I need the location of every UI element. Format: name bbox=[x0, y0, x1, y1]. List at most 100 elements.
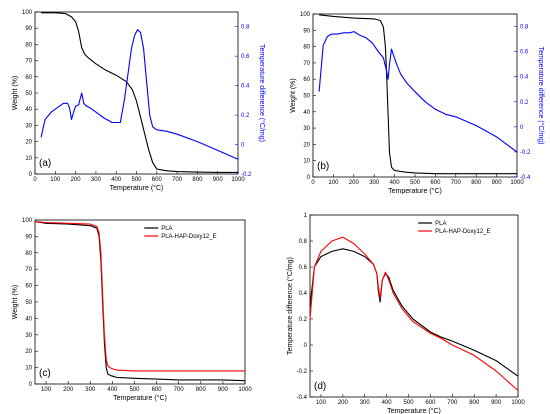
x-tick-label: 700 bbox=[174, 387, 185, 393]
x-tick-label: 600 bbox=[430, 180, 441, 186]
y-tick-label: 40 bbox=[25, 107, 32, 113]
y-tick-label: 30 bbox=[303, 126, 310, 132]
y-tick-label: 0.2 bbox=[299, 317, 308, 323]
y-tick-label: 100 bbox=[22, 10, 33, 16]
series-line-pla-hap-doxy12-e bbox=[34, 221, 245, 372]
x-tick-label: 500 bbox=[410, 180, 421, 186]
y-tick-label: 0 bbox=[307, 175, 311, 181]
y-tick-label: 40 bbox=[25, 316, 32, 322]
x-tick-label: 700 bbox=[172, 177, 183, 183]
series-line-tg bbox=[319, 14, 517, 175]
y-tick-label: 10 bbox=[25, 156, 32, 162]
y-tick-label: 40 bbox=[303, 110, 310, 116]
x-tick-label: 800 bbox=[469, 400, 480, 406]
panel-label: (a) bbox=[39, 158, 51, 169]
y2-tick-label: 0 bbox=[520, 125, 524, 131]
y-tick-label: 0 bbox=[304, 343, 308, 349]
plot-frame bbox=[309, 214, 519, 398]
x-tick-label: 300 bbox=[369, 180, 380, 186]
y-tick-label: 70 bbox=[25, 59, 32, 65]
x-tick-label: 800 bbox=[471, 180, 482, 186]
y2-axis-label: Temperature difference (°C/mg) bbox=[537, 47, 545, 145]
x-tick-label: 200 bbox=[349, 180, 360, 186]
x-tick-label: 300 bbox=[91, 177, 102, 183]
panel-d: 100 200 300 400 500 600 700 800 900 1000 -0.4 -0.2 0… bbox=[286, 213, 525, 414]
x-tick-label: 0 bbox=[311, 180, 315, 186]
x-tick-label: 400 bbox=[107, 387, 118, 393]
y-tick-label: 10 bbox=[25, 366, 32, 372]
plot-frame bbox=[34, 219, 246, 385]
x-tick-label: 700 bbox=[451, 180, 462, 186]
y-tick-label: 60 bbox=[25, 75, 32, 81]
y-tick-label: -0.4 bbox=[297, 395, 308, 401]
x-tick-label: 100 bbox=[41, 387, 52, 393]
legend-label: PLA-HAP-Doxy12_E bbox=[435, 229, 490, 235]
y2-tick-label: -0.2 bbox=[241, 172, 252, 178]
x-tick-label: 600 bbox=[152, 387, 163, 393]
x-tick-label: 100 bbox=[316, 400, 327, 406]
y-tick-label: 70 bbox=[25, 267, 32, 273]
legend-label: PLA-HAP-Doxy12_E bbox=[161, 234, 216, 240]
x-axis-label: Temperature (°C) bbox=[387, 407, 441, 414]
x-tick-label: 600 bbox=[152, 177, 163, 183]
y-axis-label: Temperature difference (°C/mg) bbox=[286, 257, 294, 355]
panel-label: (c) bbox=[39, 368, 51, 379]
x-tick-label: 600 bbox=[425, 400, 436, 406]
y2-tick-label: -0.4 bbox=[520, 175, 531, 181]
y2-tick-label: 0.2 bbox=[241, 113, 250, 119]
y-tick-label: 60 bbox=[303, 77, 310, 83]
x-axis-label: Temperature (°C) bbox=[113, 394, 167, 402]
legend-label: PLA bbox=[161, 226, 172, 232]
y-tick-label: 100 bbox=[300, 12, 311, 18]
x-tick-label: 0 bbox=[33, 177, 37, 183]
x-tick-label: 200 bbox=[63, 387, 74, 393]
x-tick-label: 200 bbox=[71, 177, 82, 183]
series-line-pla bbox=[309, 248, 519, 377]
y-axis-label: Weight (%) bbox=[290, 78, 297, 113]
y-tick-label: 80 bbox=[25, 251, 32, 257]
x-tick-label: 400 bbox=[390, 180, 401, 186]
series-line-pla-hap-doxy12-e bbox=[309, 236, 519, 391]
x-tick-label: 300 bbox=[85, 387, 96, 393]
y2-tick-label: -0.2 bbox=[520, 150, 531, 156]
y-tick-label: 10 bbox=[303, 159, 310, 165]
y2-tick-label: 0.8 bbox=[241, 25, 250, 31]
x-tick-label: 200 bbox=[338, 400, 349, 406]
y-tick-label: 30 bbox=[25, 333, 32, 339]
y-tick-label: 0.6 bbox=[299, 265, 308, 271]
x-tick-label: 300 bbox=[360, 400, 371, 406]
y2-axis-label: Temperature difference (°C/mg) bbox=[258, 44, 266, 142]
x-tick-label: 800 bbox=[196, 387, 207, 393]
series-line-pla bbox=[34, 221, 246, 382]
x-tick-label: 500 bbox=[129, 387, 140, 393]
y-tick-label: 90 bbox=[25, 234, 32, 240]
x-tick-label: 1000 bbox=[238, 387, 252, 393]
panel-a: 0 100 200 300 400 500 600 700 800 900 100001020304… bbox=[12, 10, 266, 192]
y-tick-label: 100 bbox=[22, 218, 33, 224]
y-tick-label: 0.8 bbox=[299, 239, 308, 245]
y-tick-label: 0.4 bbox=[299, 291, 308, 297]
y-tick-label: 0 bbox=[29, 382, 33, 388]
y-tick-label: 20 bbox=[25, 349, 32, 355]
y2-tick-label: 0.6 bbox=[520, 50, 529, 56]
y2-tick-label: 0.4 bbox=[241, 84, 250, 90]
panel-c: 100 200 300 400 500 600 700 800 900 1000 0 10 20 30 40… bbox=[12, 218, 252, 402]
y-tick-label: 70 bbox=[303, 61, 310, 67]
y-tick-label: 90 bbox=[303, 28, 310, 34]
y-tick-label: 50 bbox=[25, 91, 32, 97]
x-axis-label: Temperature (°C) bbox=[388, 187, 442, 195]
y2-tick-label: 0.6 bbox=[241, 54, 250, 60]
x-tick-label: 700 bbox=[447, 400, 458, 406]
y-tick-label: 30 bbox=[25, 123, 32, 129]
y-tick-label: -0.2 bbox=[297, 369, 308, 375]
x-tick-label: 500 bbox=[131, 177, 142, 183]
y-axis-label: Weight (%) bbox=[12, 76, 19, 111]
x-tick-label: 500 bbox=[404, 400, 415, 406]
y-tick-label: 90 bbox=[25, 26, 32, 32]
plot-frame bbox=[34, 11, 239, 175]
x-tick-label: 100 bbox=[50, 177, 61, 183]
x-tick-label: 900 bbox=[218, 387, 229, 393]
y-tick-label: 20 bbox=[303, 142, 310, 148]
series-line-dtg bbox=[318, 31, 518, 153]
x-axis-label: Temperature (°C) bbox=[110, 184, 164, 192]
